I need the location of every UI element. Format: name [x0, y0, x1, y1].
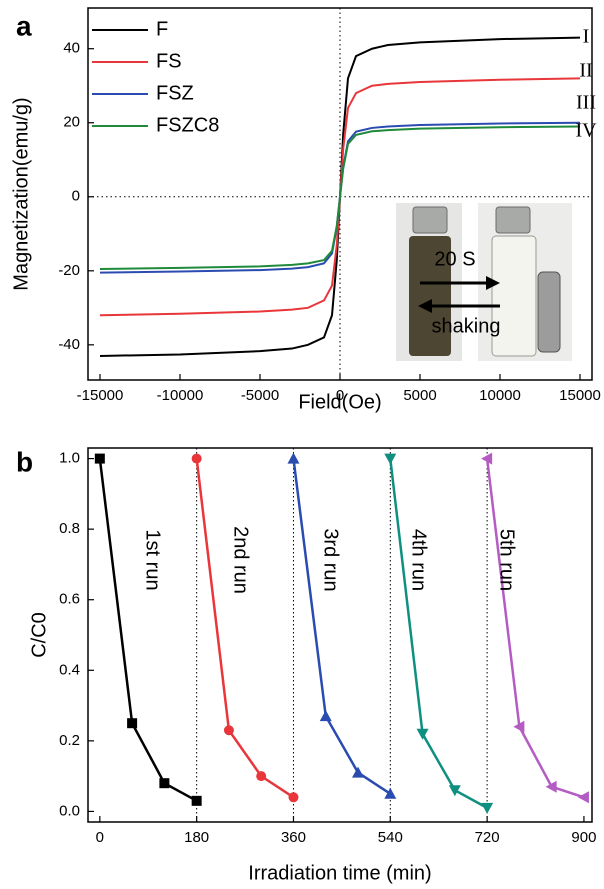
- x-tick-label: 720: [475, 829, 500, 846]
- y-tick-label: 0.4: [59, 661, 80, 678]
- y-axis-title: Magnetization(emu/g): [10, 97, 32, 290]
- x-tick-label: 180: [184, 829, 209, 846]
- inset-label: shaking: [432, 315, 501, 337]
- data-point: [448, 785, 461, 797]
- run-label: 3rd run: [320, 528, 342, 591]
- inset-photo: 20 S shaking: [396, 203, 572, 361]
- x-tick-label: 900: [571, 829, 596, 846]
- bottle-dark: [409, 236, 451, 356]
- data-point: [545, 780, 557, 793]
- run-label: 4th run: [408, 529, 430, 591]
- y-tick-label: 0: [72, 188, 80, 205]
- x-tick-label: -10000: [157, 387, 204, 404]
- bottle-cap: [495, 206, 531, 234]
- series-line: [292, 458, 391, 795]
- x-tick-label: -5000: [241, 387, 279, 404]
- run-label: 5th run: [496, 529, 518, 591]
- y-tick-label: 20: [63, 114, 80, 131]
- y-tick-label: -20: [58, 262, 80, 279]
- series-line: [98, 458, 198, 802]
- data-point: [191, 795, 202, 806]
- curve-annotation: II: [579, 60, 592, 82]
- data-point: [416, 728, 429, 740]
- plot-frame: [87, 447, 593, 823]
- data-point: [481, 452, 493, 465]
- arrow-head: [486, 276, 500, 290]
- curve-annotation: IV: [575, 120, 597, 142]
- legend-label: FSZ: [156, 82, 194, 104]
- data-point: [288, 792, 299, 803]
- curve-annotation: III: [576, 92, 596, 114]
- magnet: [537, 271, 561, 353]
- data-point: [513, 720, 525, 733]
- bottle-clear: [491, 235, 537, 357]
- y-axis-title: C/C0: [28, 612, 50, 658]
- data-point: [94, 453, 105, 464]
- arrow-head: [418, 299, 432, 313]
- data-point: [352, 766, 365, 778]
- x-tick-label: 5000: [403, 387, 436, 404]
- y-tick-label: -40: [58, 336, 80, 353]
- data-point: [127, 718, 138, 729]
- x-axis-title: Irradiation time (min): [248, 862, 431, 884]
- series-line: [195, 458, 295, 799]
- panel-label: a: [16, 10, 32, 41]
- data-point: [384, 787, 397, 799]
- x-tick-label: 15000: [559, 387, 601, 404]
- run-label: 1st run: [142, 529, 164, 590]
- x-tick-label: -15000: [77, 387, 124, 404]
- series-line: [389, 458, 488, 809]
- series-line: [99, 125, 581, 270]
- y-tick-label: 40: [63, 40, 80, 57]
- x-tick-label: 0: [96, 829, 104, 846]
- x-tick-label: 10000: [479, 387, 521, 404]
- y-tick-label: 0.6: [59, 591, 80, 608]
- run-label: 2nd run: [230, 526, 252, 594]
- bottle-cap: [412, 206, 448, 234]
- y-tick-label: 0.0: [59, 802, 80, 819]
- data-point: [577, 791, 589, 804]
- legend-label: FS: [156, 50, 182, 72]
- panel-label: b: [16, 446, 33, 477]
- series-line: [485, 458, 585, 799]
- legend-label: FSZC8: [156, 114, 219, 136]
- data-point: [287, 452, 300, 464]
- x-tick-label: 360: [281, 829, 306, 846]
- data-point: [319, 710, 332, 722]
- x-tick-label: 0: [336, 387, 344, 404]
- inset-label: 20 S: [434, 248, 475, 270]
- y-tick-label: 0.2: [59, 732, 80, 749]
- data-point: [191, 453, 202, 464]
- data-point: [481, 802, 494, 814]
- y-tick-label: 1.0: [59, 450, 80, 467]
- data-point: [159, 778, 170, 789]
- y-tick-label: 0.8: [59, 520, 80, 537]
- data-point: [384, 453, 397, 465]
- x-axis-title: Field(Oe): [298, 391, 381, 413]
- data-point: [256, 771, 267, 782]
- legend-label: F: [156, 18, 168, 40]
- x-tick-label: 540: [378, 829, 403, 846]
- curve-annotation: I: [583, 26, 590, 48]
- data-point: [223, 725, 234, 736]
